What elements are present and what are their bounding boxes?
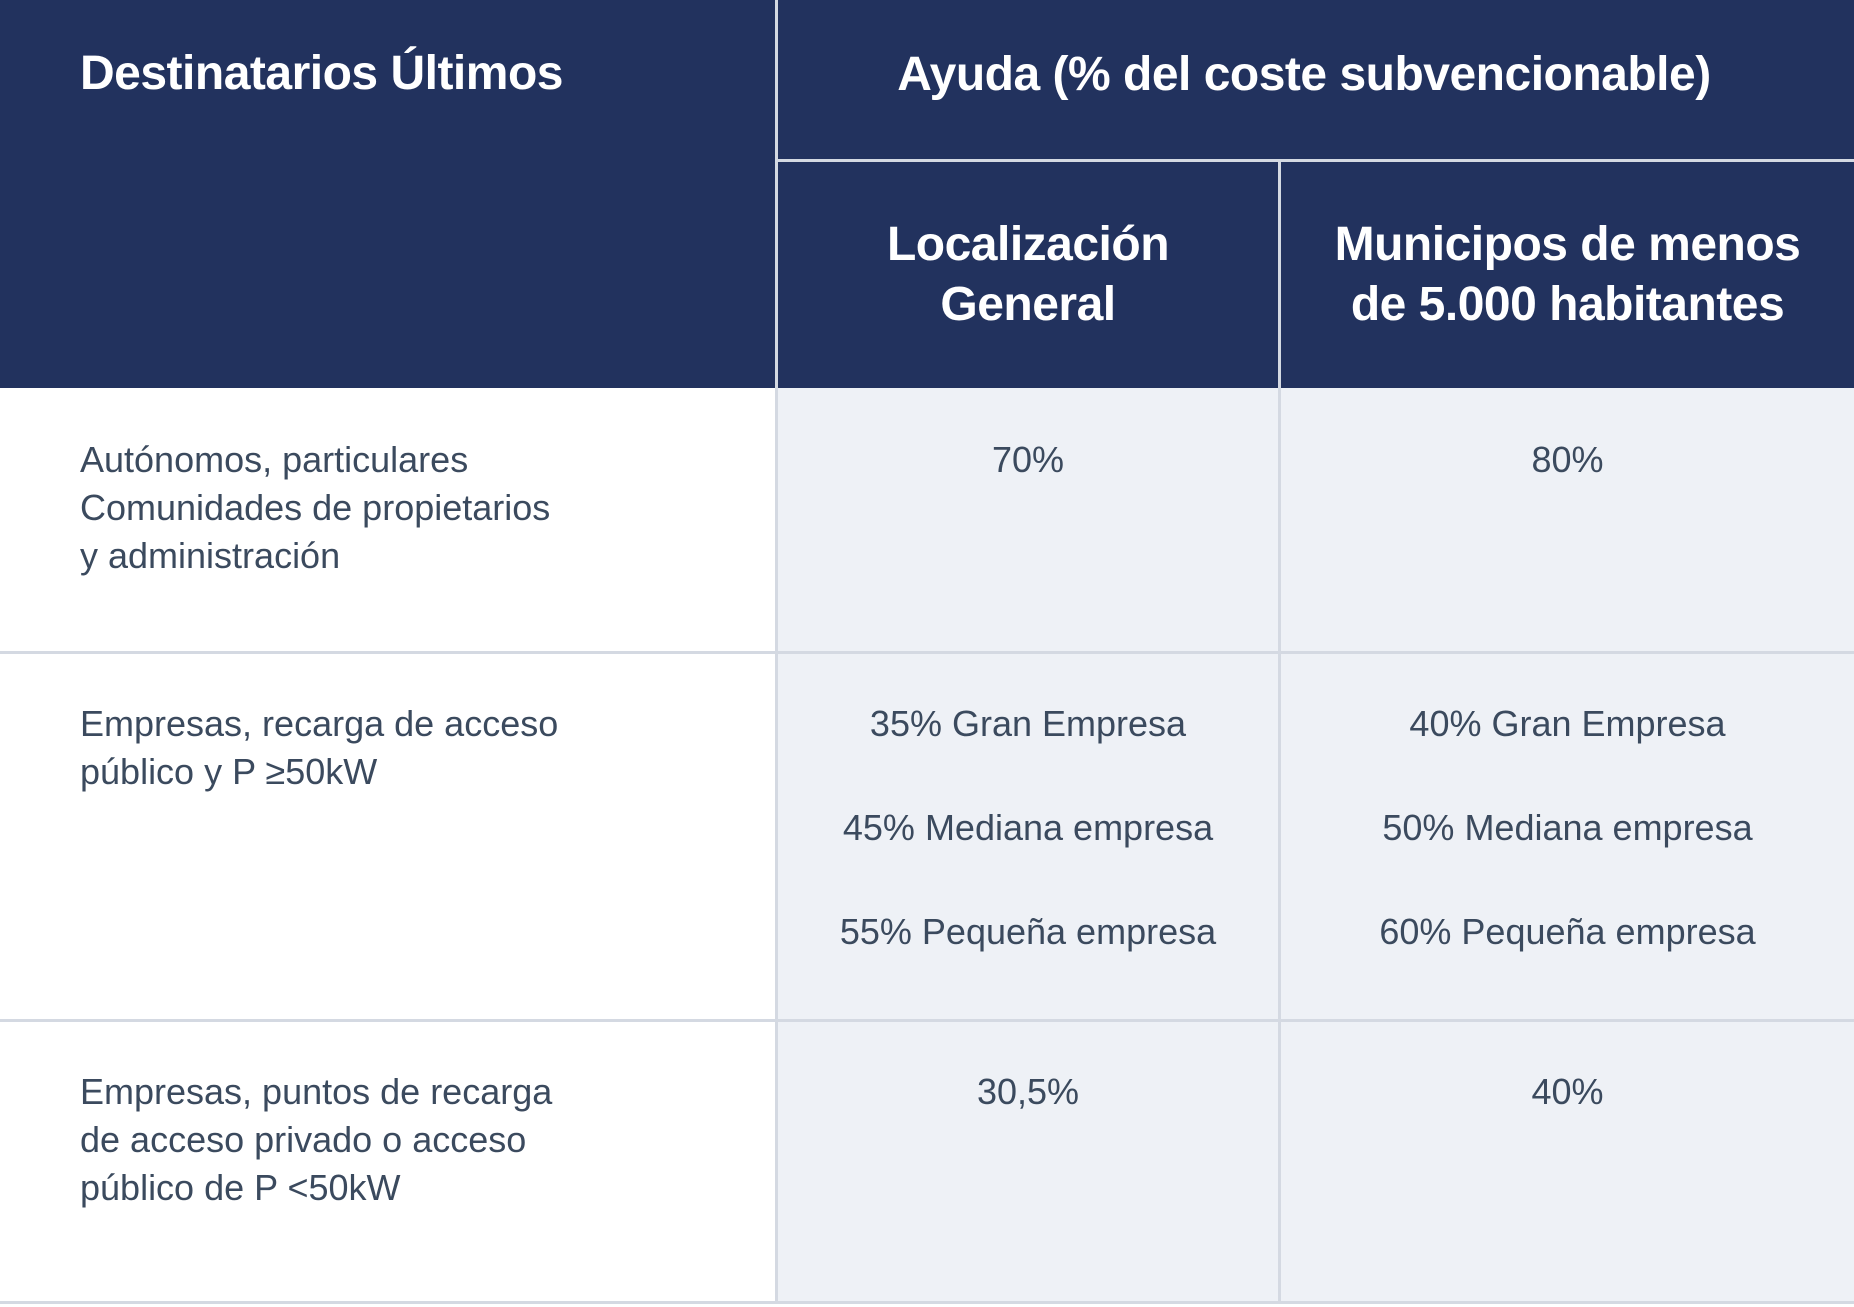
row-label: Autónomos, particulares Comunidades de p…: [0, 388, 775, 651]
row-label-line: público y P ≥50kW: [80, 751, 378, 792]
cell-municipios: 40% Gran Empresa 50% Mediana empresa 60%…: [1281, 654, 1854, 1019]
header-destinatarios-label: Destinatarios Últimos: [80, 47, 563, 100]
row-divider: [0, 1019, 1854, 1022]
row-divider: [0, 1301, 1854, 1304]
header-municipios-line: Municipos de menos: [1334, 218, 1801, 271]
row-label-line: Empresas, puntos de recarga: [80, 1071, 553, 1112]
header-localizacion-line: Localización: [886, 218, 1170, 271]
row-label-line: y administración: [80, 535, 341, 576]
cell-value: 50% Mediana empresa: [1382, 807, 1753, 848]
cell-value: 40% Gran Empresa: [1409, 703, 1726, 744]
column-divider: [775, 0, 778, 1301]
cell-general: 35% Gran Empresa 45% Mediana empresa 55%…: [778, 654, 1278, 1019]
cell-value: 60% Pequeña empresa: [1379, 911, 1756, 952]
row-label: Empresas, puntos de recarga de acceso pr…: [0, 1022, 775, 1301]
header-localizacion-line: General: [940, 278, 1116, 331]
cell-value: 70%: [991, 439, 1065, 480]
cell-value: 35% Gran Empresa: [869, 703, 1187, 744]
cell-value: 40%: [1531, 1071, 1604, 1112]
cell-value: 45% Mediana empresa: [842, 807, 1214, 848]
cell-general: 30,5%: [778, 1022, 1278, 1301]
column-divider: [1278, 159, 1281, 1301]
header-divider: [778, 159, 1854, 162]
row-label: Empresas, recarga de acceso público y P …: [0, 654, 775, 1019]
cell-value: 80%: [1531, 439, 1604, 480]
header-ayuda-label: Ayuda (% del coste subvencionable): [897, 48, 1711, 101]
row-label-line: de acceso privado o acceso: [80, 1119, 527, 1160]
cell-value: 30,5%: [976, 1071, 1080, 1112]
row-label-line: público de P <50kW: [80, 1167, 401, 1208]
cell-value: 55% Pequeña empresa: [839, 911, 1217, 952]
header-localizacion-general: Localización General: [778, 162, 1278, 388]
row-divider: [0, 651, 1854, 654]
cell-general: 70%: [778, 388, 1278, 651]
cell-municipios: 80%: [1281, 388, 1854, 651]
cell-municipios: 40%: [1281, 1022, 1854, 1301]
header-destinatarios: Destinatarios Últimos: [0, 0, 775, 388]
row-label-line: Autónomos, particulares: [80, 439, 469, 480]
header-ayuda: Ayuda (% del coste subvencionable): [778, 0, 1854, 159]
row-label-line: Comunidades de propietarios: [80, 487, 551, 528]
header-municipios-line: de 5.000 habitantes: [1350, 278, 1785, 331]
header-municipios: Municipos de menos de 5.000 habitantes: [1281, 162, 1854, 388]
row-label-line: Empresas, recarga de acceso: [80, 703, 559, 744]
